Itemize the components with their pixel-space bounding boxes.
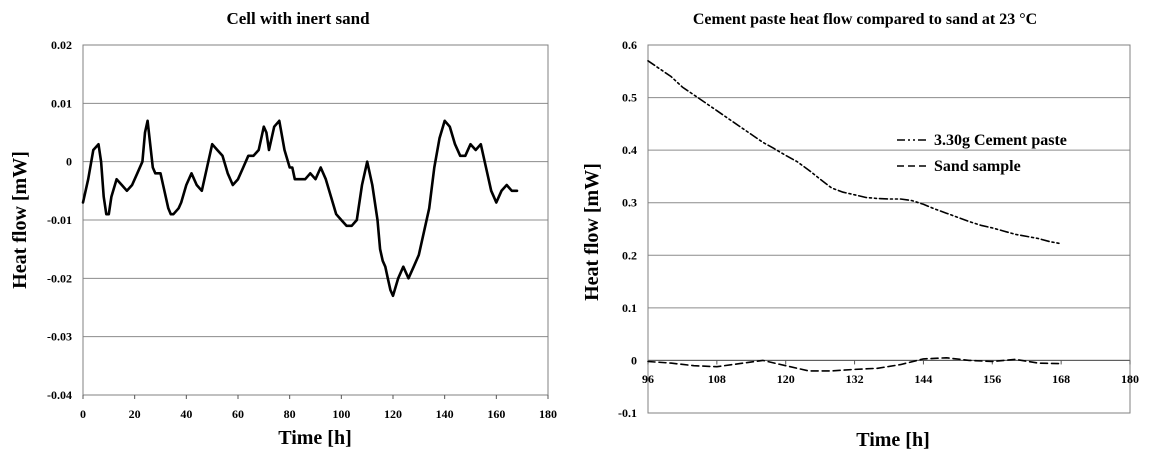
x-tick-label: 100	[332, 407, 350, 421]
x-tick-label: 180	[539, 407, 557, 421]
x-tick-label: 132	[846, 372, 864, 386]
chart-left-plot-area	[82, 44, 549, 396]
chart-left-title: Cell with inert sand	[226, 9, 370, 28]
y-tick-label: 0.02	[51, 38, 72, 52]
chart-right-ylabel: Heat flow [mW]	[581, 163, 603, 301]
chart-right: Cement paste heat flow compared to sand …	[581, 11, 1139, 451]
x-tick-label: 108	[708, 372, 726, 386]
legend-label-sand-sample: Sand sample	[934, 158, 1021, 175]
series-line-sand-sample	[647, 356, 1062, 372]
chart-right-title: Cement paste heat flow compared to sand …	[693, 11, 1037, 28]
y-tick-label: -0.03	[47, 330, 72, 344]
chart-right-grid	[648, 97, 1130, 361]
chart-right-plot-area	[647, 44, 1131, 414]
x-tick-label: 156	[983, 372, 1001, 386]
x-tick-label: 140	[436, 407, 454, 421]
chart-left-xlabel: Time [h]	[278, 427, 352, 449]
chart-left: Cell with inert sand 0.02 0.01 0 -0.01 -0.02…	[9, 9, 557, 449]
y-tick-label: 0.1	[622, 301, 637, 315]
y-tick-label: -0.1	[618, 406, 637, 420]
x-tick-label: 160	[487, 407, 505, 421]
x-tick-label: 144	[914, 372, 932, 386]
chart-right-xticks: 96 108 120 132 144 156 168 180	[642, 360, 1139, 386]
chart-left-series	[81, 119, 519, 298]
y-tick-label: 0.01	[51, 96, 72, 110]
chart-right-xlabel: Time [h]	[856, 429, 930, 451]
series-line-3-30g-cement-paste	[647, 59, 1062, 245]
y-tick-label: 0.4	[622, 143, 637, 157]
y-tick-label: 0	[66, 155, 72, 169]
y-tick-label: -0.04	[47, 388, 72, 402]
legend-label-cement-paste: 3.30g Cement paste	[934, 132, 1067, 149]
x-tick-label: 120	[777, 372, 795, 386]
x-tick-label: 180	[1121, 372, 1139, 386]
y-tick-label: 0.2	[622, 248, 637, 262]
y-tick-label: 0.5	[622, 91, 637, 105]
x-tick-label: 168	[1052, 372, 1070, 386]
x-tick-label: 96	[642, 372, 654, 386]
x-tick-label: 60	[232, 407, 244, 421]
chart-left-ylabel: Heat flow [mW]	[9, 151, 31, 289]
series-line-left-0	[81, 119, 519, 298]
chart-left-xticks: 0 20 40 60 80 100 120 140 160 180	[80, 395, 557, 421]
chart-right-legend: 3.30g Cement paste Sand sample	[897, 132, 1067, 175]
x-tick-label: 40	[180, 407, 192, 421]
chart-right-yticks: 0.6 0.5 0.4 0.3 0.2 0.1 0 -0.1	[618, 38, 637, 420]
chart-right-series	[647, 59, 1062, 372]
chart-left-grid	[83, 102, 548, 338]
x-tick-label: 80	[284, 407, 296, 421]
y-tick-label: -0.01	[47, 213, 72, 227]
x-tick-label: 120	[384, 407, 402, 421]
y-tick-label: 0.3	[622, 196, 637, 210]
y-tick-label: 0	[631, 353, 637, 367]
y-tick-label: -0.02	[47, 271, 72, 285]
x-tick-label: 20	[129, 407, 141, 421]
y-tick-label: 0.6	[622, 38, 637, 52]
x-tick-label: 0	[80, 407, 86, 421]
chart-left-yticks: 0.02 0.01 0 -0.01 -0.02 -0.03 -0.04	[47, 38, 72, 402]
